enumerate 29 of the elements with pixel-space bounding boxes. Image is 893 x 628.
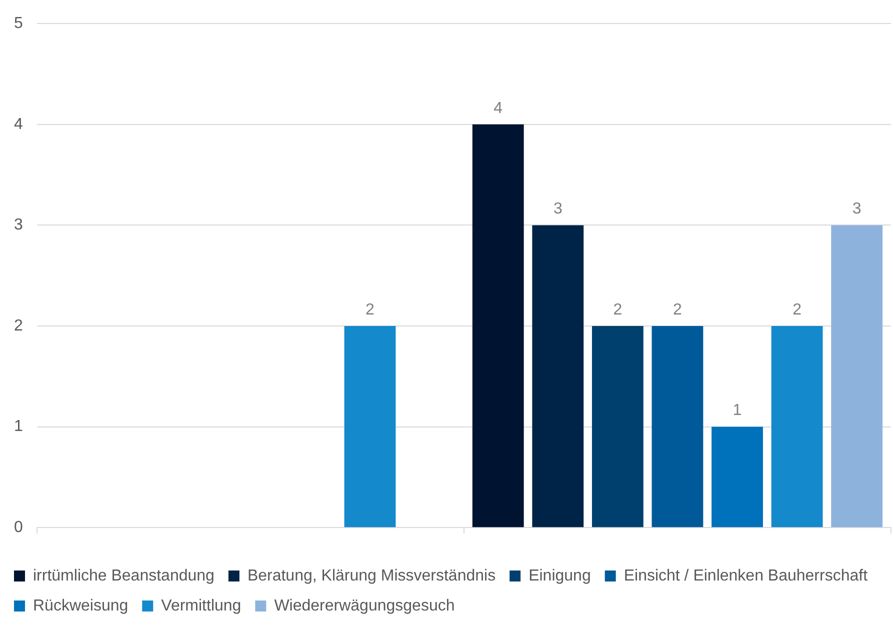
y-tick-label: 3 [14,216,23,234]
y-tick-label: 1 [14,418,23,436]
legend-label: Vermittlung [161,597,242,614]
bar [472,124,524,528]
data-label: 3 [553,200,562,218]
bar [532,225,584,528]
legend-label: Beratung, Klärung Missverständnis [247,567,496,584]
data-label: 2 [792,301,802,318]
y-tick-label: 5 [14,15,23,32]
data-label: 4 [494,100,503,117]
bar [831,225,883,528]
legend-label: Einsicht / Einlenken Bauherrschaft [624,567,868,584]
bar [771,326,823,528]
bar [592,326,644,528]
bar [344,326,396,528]
data-label: 3 [852,200,862,218]
data-label: 2 [673,301,682,318]
legend-label: Rückweisung [33,597,128,614]
data-label: 2 [613,301,622,318]
y-tick-label: 2 [14,317,23,334]
legend-label: Einigung [528,567,591,584]
data-label: 1 [732,402,742,420]
y-tick-label: 4 [14,116,23,133]
data-label: 2 [366,301,375,318]
bar [652,326,704,528]
bar [712,426,763,528]
legend-label: irrtümliche Beanstandung [33,567,214,584]
legend-label: Wiedererwägungsgesuch [274,597,455,614]
y-tick-label: 0 [14,519,23,536]
